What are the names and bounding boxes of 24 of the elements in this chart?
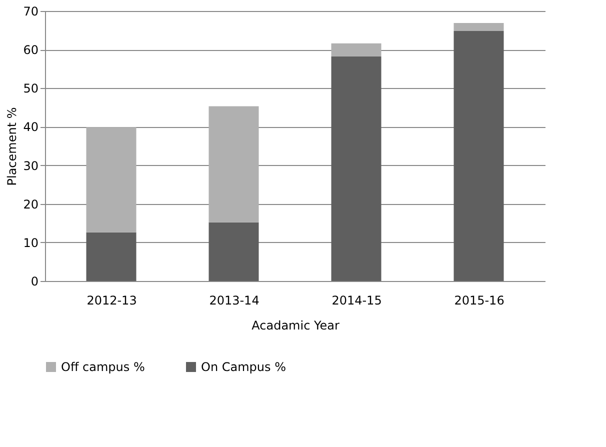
legend-label: Off campus %	[61, 360, 145, 374]
y-tick-label: 40	[23, 120, 38, 134]
x-tick-label: 2014-15	[332, 294, 382, 308]
bar	[86, 232, 136, 281]
bar	[86, 127, 136, 232]
x-tick-label: 2013-14	[209, 294, 260, 308]
y-tick-label: 10	[23, 236, 38, 250]
bar	[331, 56, 382, 281]
bar	[331, 43, 382, 57]
y-axis-title: Placement %	[5, 107, 20, 186]
legend-label: On Campus %	[201, 360, 286, 374]
bar	[208, 222, 259, 281]
bar	[454, 31, 504, 281]
y-tick-label: 0	[30, 274, 38, 288]
x-tick-label: 2015-16	[454, 294, 504, 308]
x-axis-title: Acadamic Year	[252, 318, 340, 332]
y-tick-label: 30	[23, 158, 38, 173]
y-tick-label: 70	[23, 4, 38, 18]
y-tick-label: 60	[23, 43, 38, 58]
bar	[208, 106, 259, 222]
x-tick-label: 2012-13	[86, 294, 137, 308]
bar	[454, 22, 504, 32]
y-tick-label: 20	[23, 197, 38, 212]
y-tick-label: 50	[23, 82, 38, 96]
